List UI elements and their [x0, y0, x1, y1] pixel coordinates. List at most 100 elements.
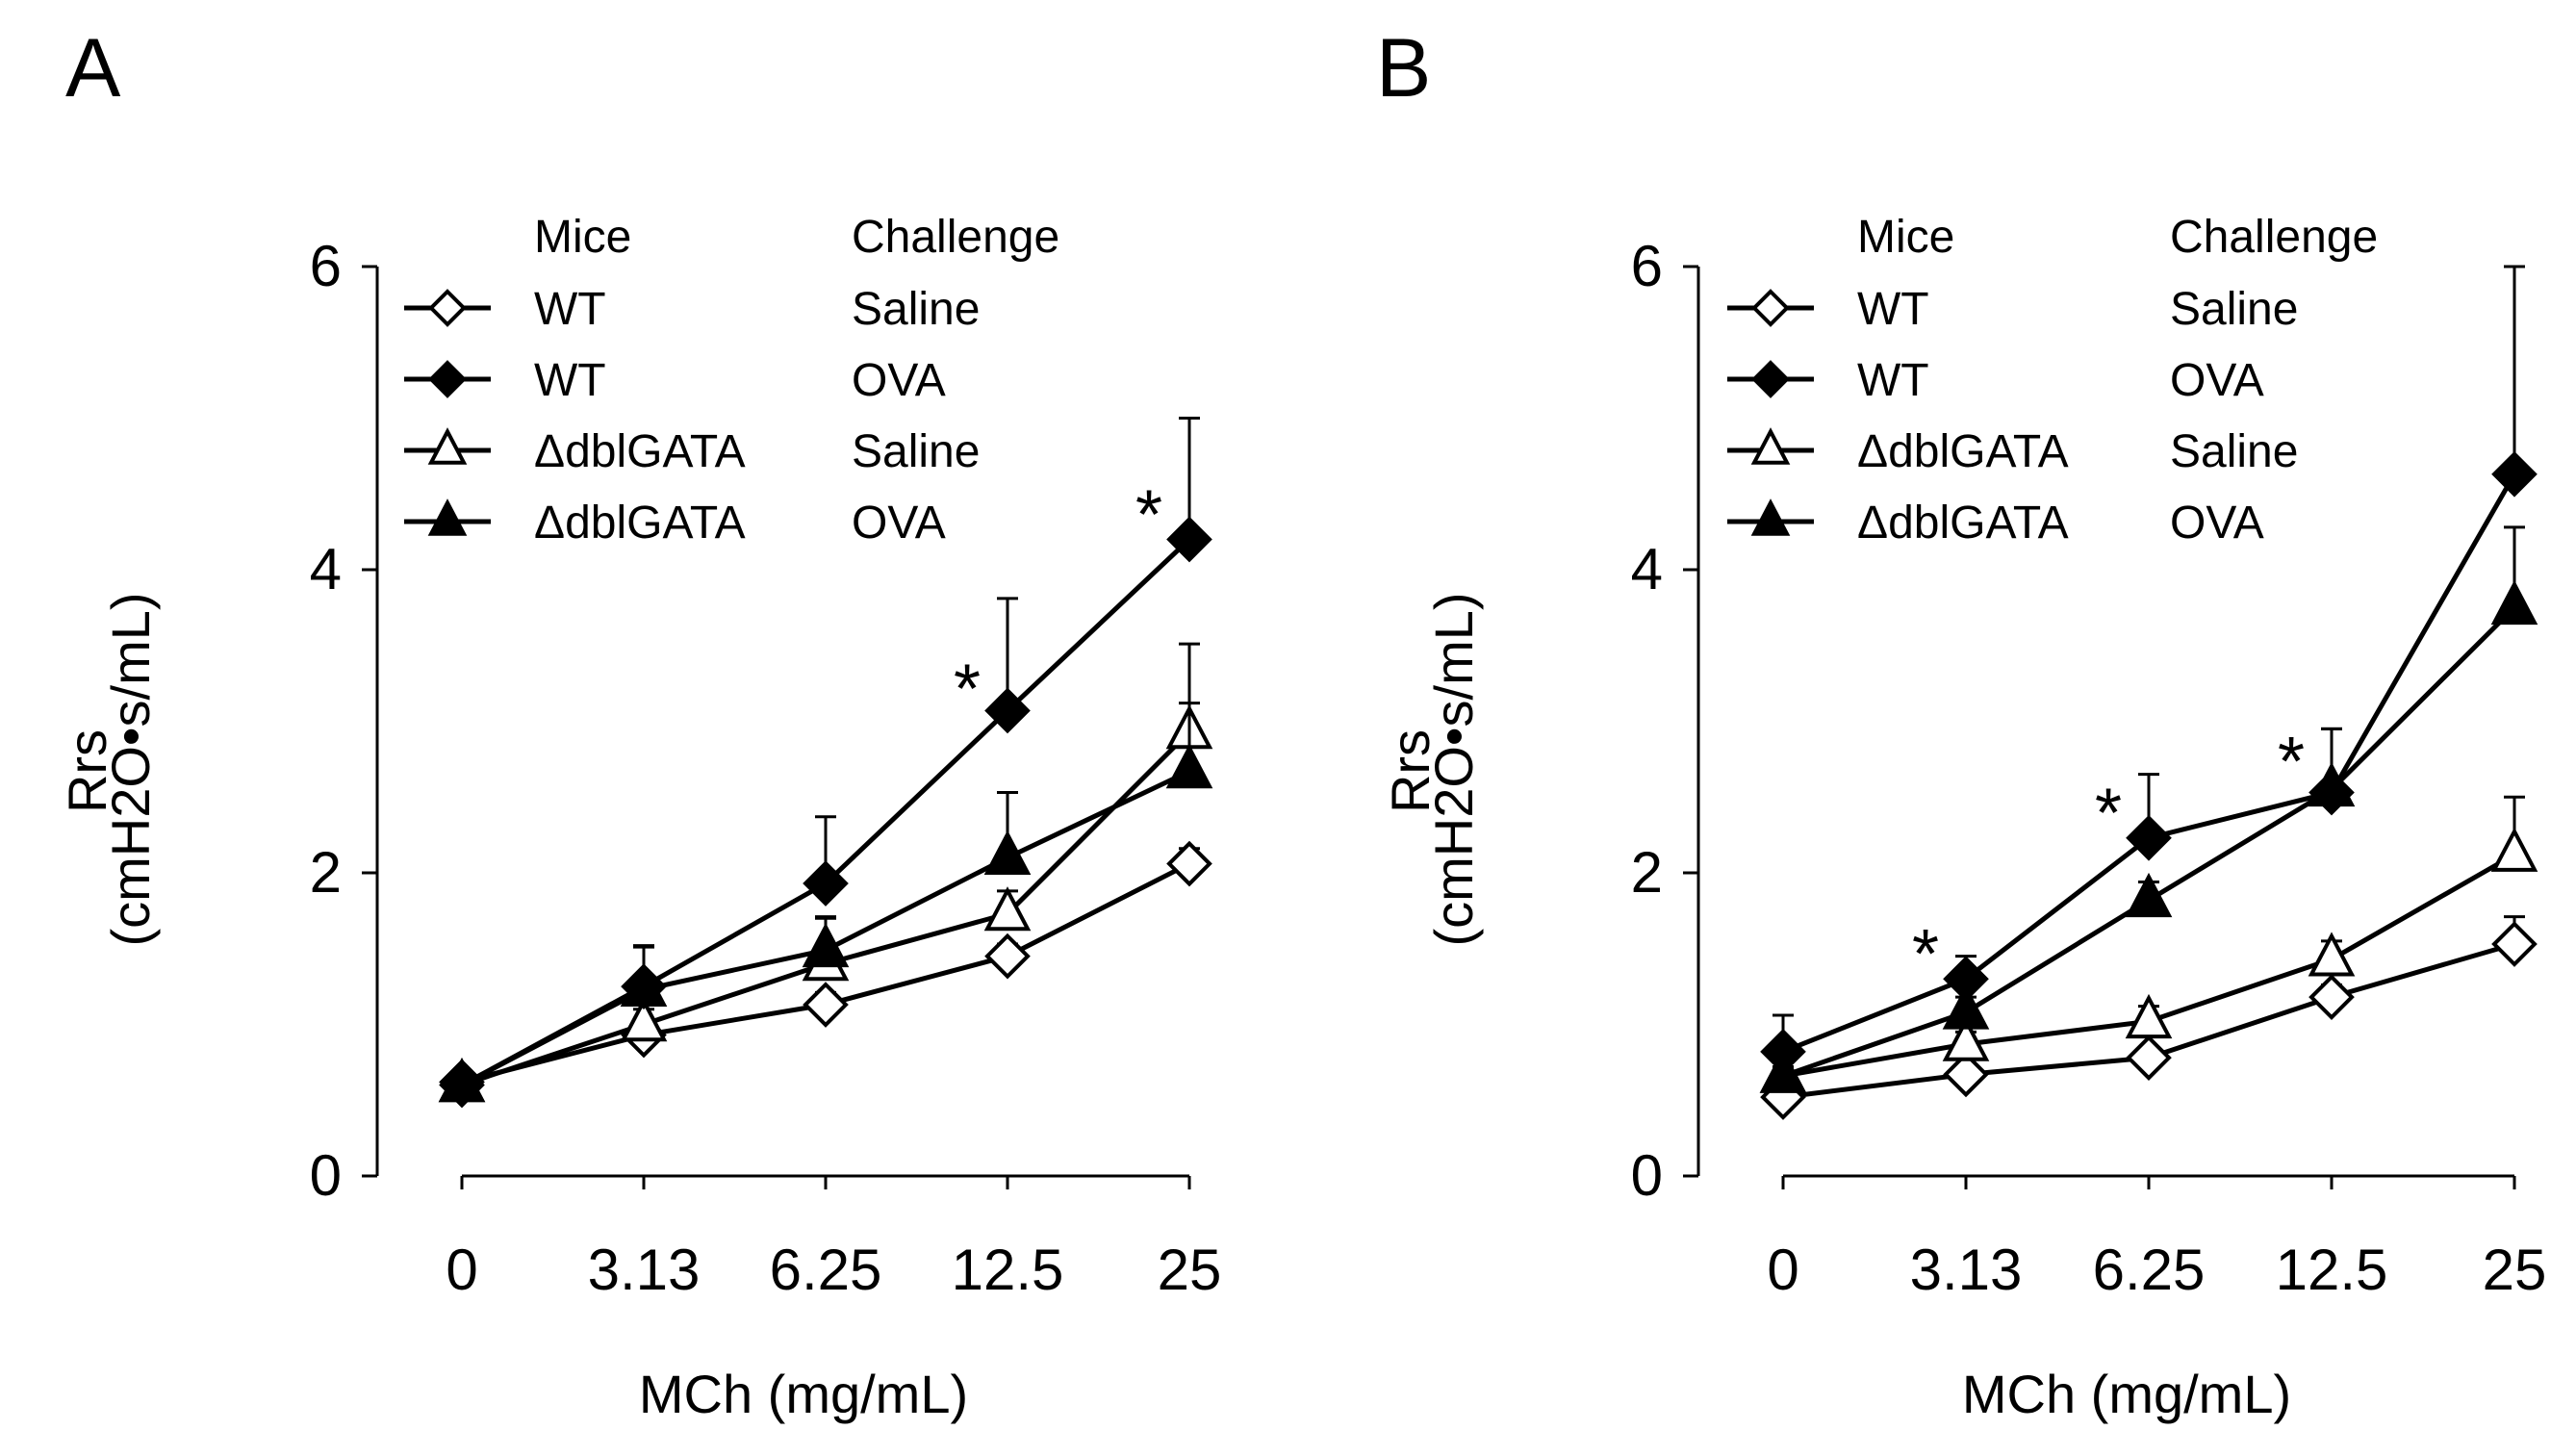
x-tick-label: 6.25 [2093, 1238, 2206, 1302]
legend-label-mice: ΔdblGATA [534, 426, 746, 477]
legend-label-mice: ΔdblGATA [1857, 498, 2069, 549]
data-point [2308, 974, 2355, 1020]
x-tick-label: 0 [1767, 1238, 1798, 1302]
data-point [2126, 1035, 2172, 1081]
legend-marker [1750, 498, 1791, 536]
data-point [439, 1061, 485, 1109]
legend-label-challenge: OVA [2170, 355, 2264, 406]
legend-header-challenge: Challenge [852, 212, 1059, 263]
significance-star: * [1135, 476, 1162, 553]
legend-header-challenge: Challenge [2170, 212, 2378, 263]
legend-item: WT Saline [404, 284, 980, 335]
data-point [983, 830, 1032, 875]
x-tick-label: 12.5 [2276, 1238, 2388, 1302]
data-point [803, 982, 849, 1028]
data-point [1760, 1029, 1806, 1075]
data-point [2490, 579, 2538, 626]
legend-label-challenge: OVA [852, 498, 946, 549]
data-point [1942, 1016, 1990, 1061]
legend-marker [427, 427, 468, 465]
data-point [620, 997, 668, 1042]
y-tick-label: 6 [310, 234, 342, 298]
y-tick-label: 4 [1631, 537, 1663, 601]
chart-panel-b: B 0 2 4 6 0 3.13 6.25 12.5 25 MCh (mg/mL) Rrs(cmH2O… [1376, 22, 2546, 1424]
y-axis-units: (cmH2O•s/mL) [100, 592, 161, 946]
y-tick-label: 4 [310, 537, 342, 601]
legend-label-challenge: Saline [2170, 284, 2298, 335]
legend-label-mice: WT [1857, 355, 1929, 406]
y-tick-label: 2 [1631, 840, 1663, 905]
legend-header-mice: Mice [534, 212, 631, 263]
series-line [1782, 473, 2517, 1055]
panel-label: B [1376, 22, 1431, 115]
data-point [2491, 450, 2538, 498]
x-tick-label: 0 [446, 1238, 477, 1302]
legend-marker [427, 498, 468, 536]
y-axis-units: (cmH2O•s/mL) [1423, 592, 1484, 946]
data-point [2308, 932, 2356, 977]
panel-label: A [65, 22, 121, 115]
series-line [461, 729, 1191, 1087]
data-point [1166, 516, 1212, 563]
legend-label-mice: WT [534, 355, 606, 406]
data-point [2490, 827, 2538, 872]
series-wt-saline [1760, 915, 2538, 1120]
legend-label-mice: ΔdblGATA [1857, 426, 2069, 477]
series-wt-ova [1760, 265, 2538, 1075]
x-tick-label: 3.13 [588, 1238, 701, 1302]
legend-label-mice: WT [534, 284, 606, 335]
legend-item: ΔdblGATA OVA [1727, 498, 2264, 549]
x-tick-label: 25 [1158, 1238, 1222, 1302]
legend-label-challenge: OVA [852, 355, 946, 406]
legend-label-challenge: Saline [852, 426, 980, 477]
legend-item: WT OVA [404, 355, 946, 406]
data-point [1943, 1051, 1989, 1098]
legend-label-challenge: Saline [2170, 426, 2298, 477]
legend-marker [1751, 289, 1790, 327]
x-axis-title: MCh (mg/mL) [639, 1364, 968, 1424]
legend-item: ΔdblGATA Saline [404, 426, 980, 477]
legend-item: ΔdblGATA OVA [404, 498, 946, 549]
data-point [1943, 956, 1989, 1003]
legend-item: ΔdblGATA Saline [1727, 426, 2298, 477]
x-tick-label: 6.25 [770, 1238, 882, 1302]
series-wt-ova [439, 417, 1212, 1109]
data-point [983, 886, 1032, 932]
legend-marker [428, 289, 467, 327]
data-point [1165, 744, 1213, 789]
data-point [621, 963, 667, 1009]
data-point [2126, 814, 2172, 861]
y-axis-title: Rrs [1380, 729, 1441, 813]
legend-marker [1751, 360, 1790, 398]
y-tick-label: 0 [1631, 1143, 1663, 1208]
data-point [2125, 872, 2173, 918]
legend-label-mice: ΔdblGATA [534, 498, 746, 549]
y-axis-title: Rrs [57, 729, 117, 813]
significance-star: * [1912, 916, 1939, 993]
data-point [2491, 921, 2538, 967]
y-tick-label: 2 [310, 840, 342, 905]
legend-marker [428, 360, 467, 398]
significance-star: * [2095, 776, 2122, 853]
x-tick-label: 25 [2483, 1238, 2547, 1302]
legend-item: WT OVA [1727, 355, 2264, 406]
y-tick-label: 6 [1631, 234, 1663, 298]
data-point [1942, 984, 1990, 1030]
legend-header-mice: Mice [1857, 212, 1954, 263]
chart-panel-a: A 0 2 4 6 0 3.13 6.25 12.5 25 MCh (mg/mL) Rrs(cmH2O… [57, 22, 1221, 1424]
significance-star: * [2278, 724, 2305, 801]
y-tick-label: 0 [310, 1143, 342, 1208]
data-point [802, 922, 850, 968]
data-point [1166, 840, 1212, 887]
data-point [2308, 769, 2355, 816]
data-point [984, 932, 1031, 980]
data-point [984, 687, 1031, 734]
data-point [2125, 993, 2173, 1039]
data-point [803, 860, 849, 907]
legend-item: WT Saline [1727, 284, 2298, 335]
legend-label-challenge: OVA [2170, 498, 2264, 549]
legend-label-challenge: Saline [852, 284, 980, 335]
x-tick-label: 12.5 [952, 1238, 1064, 1302]
legend-marker [1750, 427, 1791, 465]
